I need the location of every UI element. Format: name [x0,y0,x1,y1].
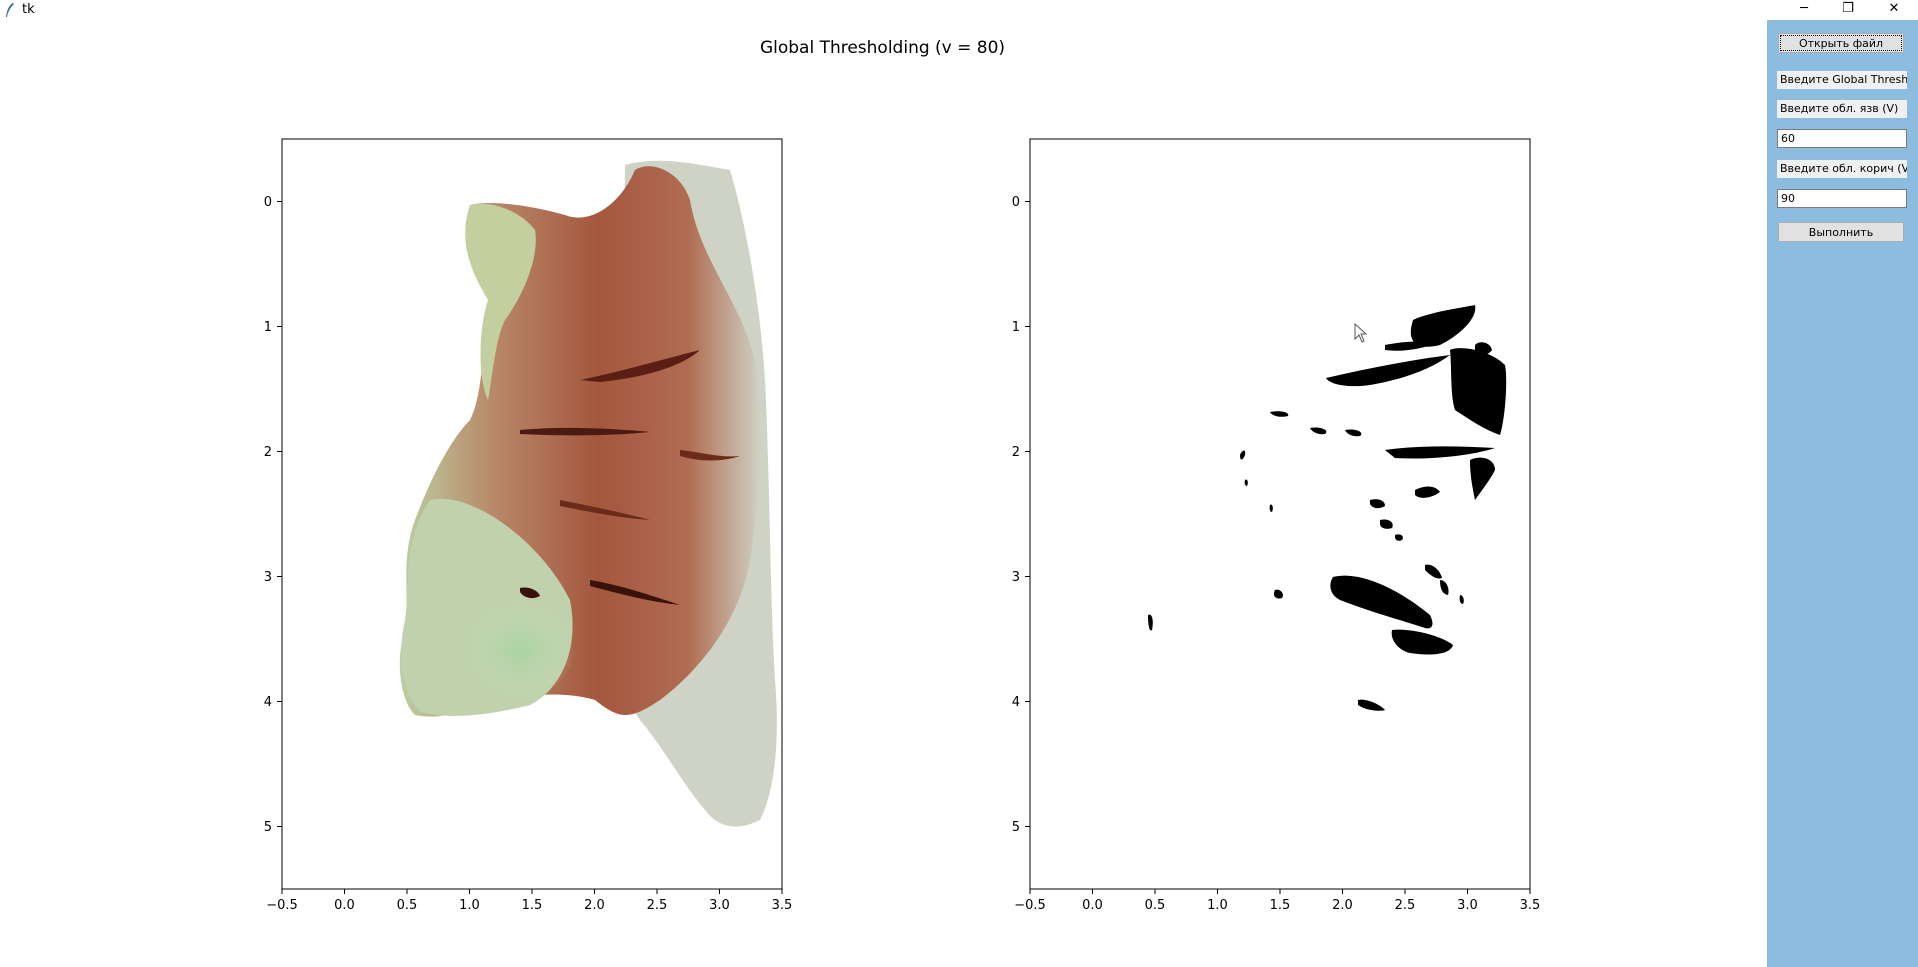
mouse-cursor-icon [1354,323,1368,343]
restore-button[interactable]: ❐ [1842,1,1854,16]
right-x-tick-label: 1.5 [1270,898,1291,913]
brown-area-input[interactable] [1777,189,1907,208]
left-x-tick-label: −0.5 [266,898,298,913]
ulcer-area-label: Введите обл. язв (V) [1777,100,1907,118]
left-axes: −0.5 0.0 0.5 1.0 1.5 2.0 2.5 3.0 3.5 0 1… [264,138,793,913]
left-x-tick-label: 0.5 [397,898,418,913]
run-button[interactable]: Выполнить [1778,222,1904,242]
control-panel: Открыть файл Введите Global Thresh: Введ… [1767,20,1918,967]
right-x-ticks [1029,889,1531,894]
left-y-tick-label: 4 [264,695,272,710]
right-x-tick-label: 3.0 [1457,898,1478,913]
left-x-tick-label: 1.5 [522,898,543,913]
right-y-ticks [1025,201,1030,827]
right-axes: −0.5 0.0 0.5 1.0 1.5 2.0 2.5 3.0 3.5 0 1… [1012,138,1541,913]
left-x-tick-label: 3.5 [772,898,793,913]
figure-canvas: −0.5 0.0 0.5 1.0 1.5 2.0 2.5 3.0 3.5 0 1… [264,138,1541,913]
right-y-tick-label: 1 [1012,320,1020,335]
minimize-button[interactable]: ─ [1800,1,1808,16]
right-x-tick-label: −0.5 [1014,898,1046,913]
left-x-tick-label: 2.5 [647,898,668,913]
right-y-tick-label: 4 [1012,695,1020,710]
window-title: tk [22,2,35,17]
left-y-tick-label: 1 [264,320,272,335]
left-y-ticks [277,201,282,827]
right-x-tick-label: 0.5 [1145,898,1166,913]
open-file-button[interactable]: Открыть файл [1778,33,1904,53]
left-y-tick-label: 2 [264,445,272,460]
left-y-tick-label: 5 [264,820,272,835]
threshold-binary-mask [1148,305,1507,711]
right-x-tick-label: 2.5 [1395,898,1416,913]
left-x-tick-label: 1.0 [459,898,480,913]
close-button[interactable]: ✕ [1888,1,1900,16]
left-x-ticks [281,889,783,894]
brown-area-label: Введите обл. корич (V) [1777,160,1907,178]
right-x-tick-label: 0.0 [1082,898,1103,913]
right-x-tick-label: 2.0 [1332,898,1353,913]
left-y-tick-label: 3 [264,570,272,585]
global-thresh-label: Введите Global Thresh: [1777,71,1907,89]
feather-icon [6,3,14,17]
ulcer-area-input[interactable] [1777,129,1907,148]
right-y-tick-label: 5 [1012,820,1020,835]
right-x-tick-label: 1.0 [1207,898,1228,913]
right-y-tick-label: 2 [1012,445,1020,460]
left-y-tick-label: 0 [264,195,272,210]
left-x-tick-label: 0.0 [334,898,355,913]
left-x-tick-label: 2.0 [584,898,605,913]
right-y-tick-label: 3 [1012,570,1020,585]
right-x-tick-label: 3.5 [1520,898,1541,913]
left-x-tick-label: 3.0 [709,898,730,913]
tissue-photo-image [399,160,777,827]
right-y-tick-label: 0 [1012,195,1020,210]
window-titlebar: tk ─ ❐ ✕ [0,0,1918,20]
figure-title: Global Thresholding (v = 80) [759,38,1006,58]
